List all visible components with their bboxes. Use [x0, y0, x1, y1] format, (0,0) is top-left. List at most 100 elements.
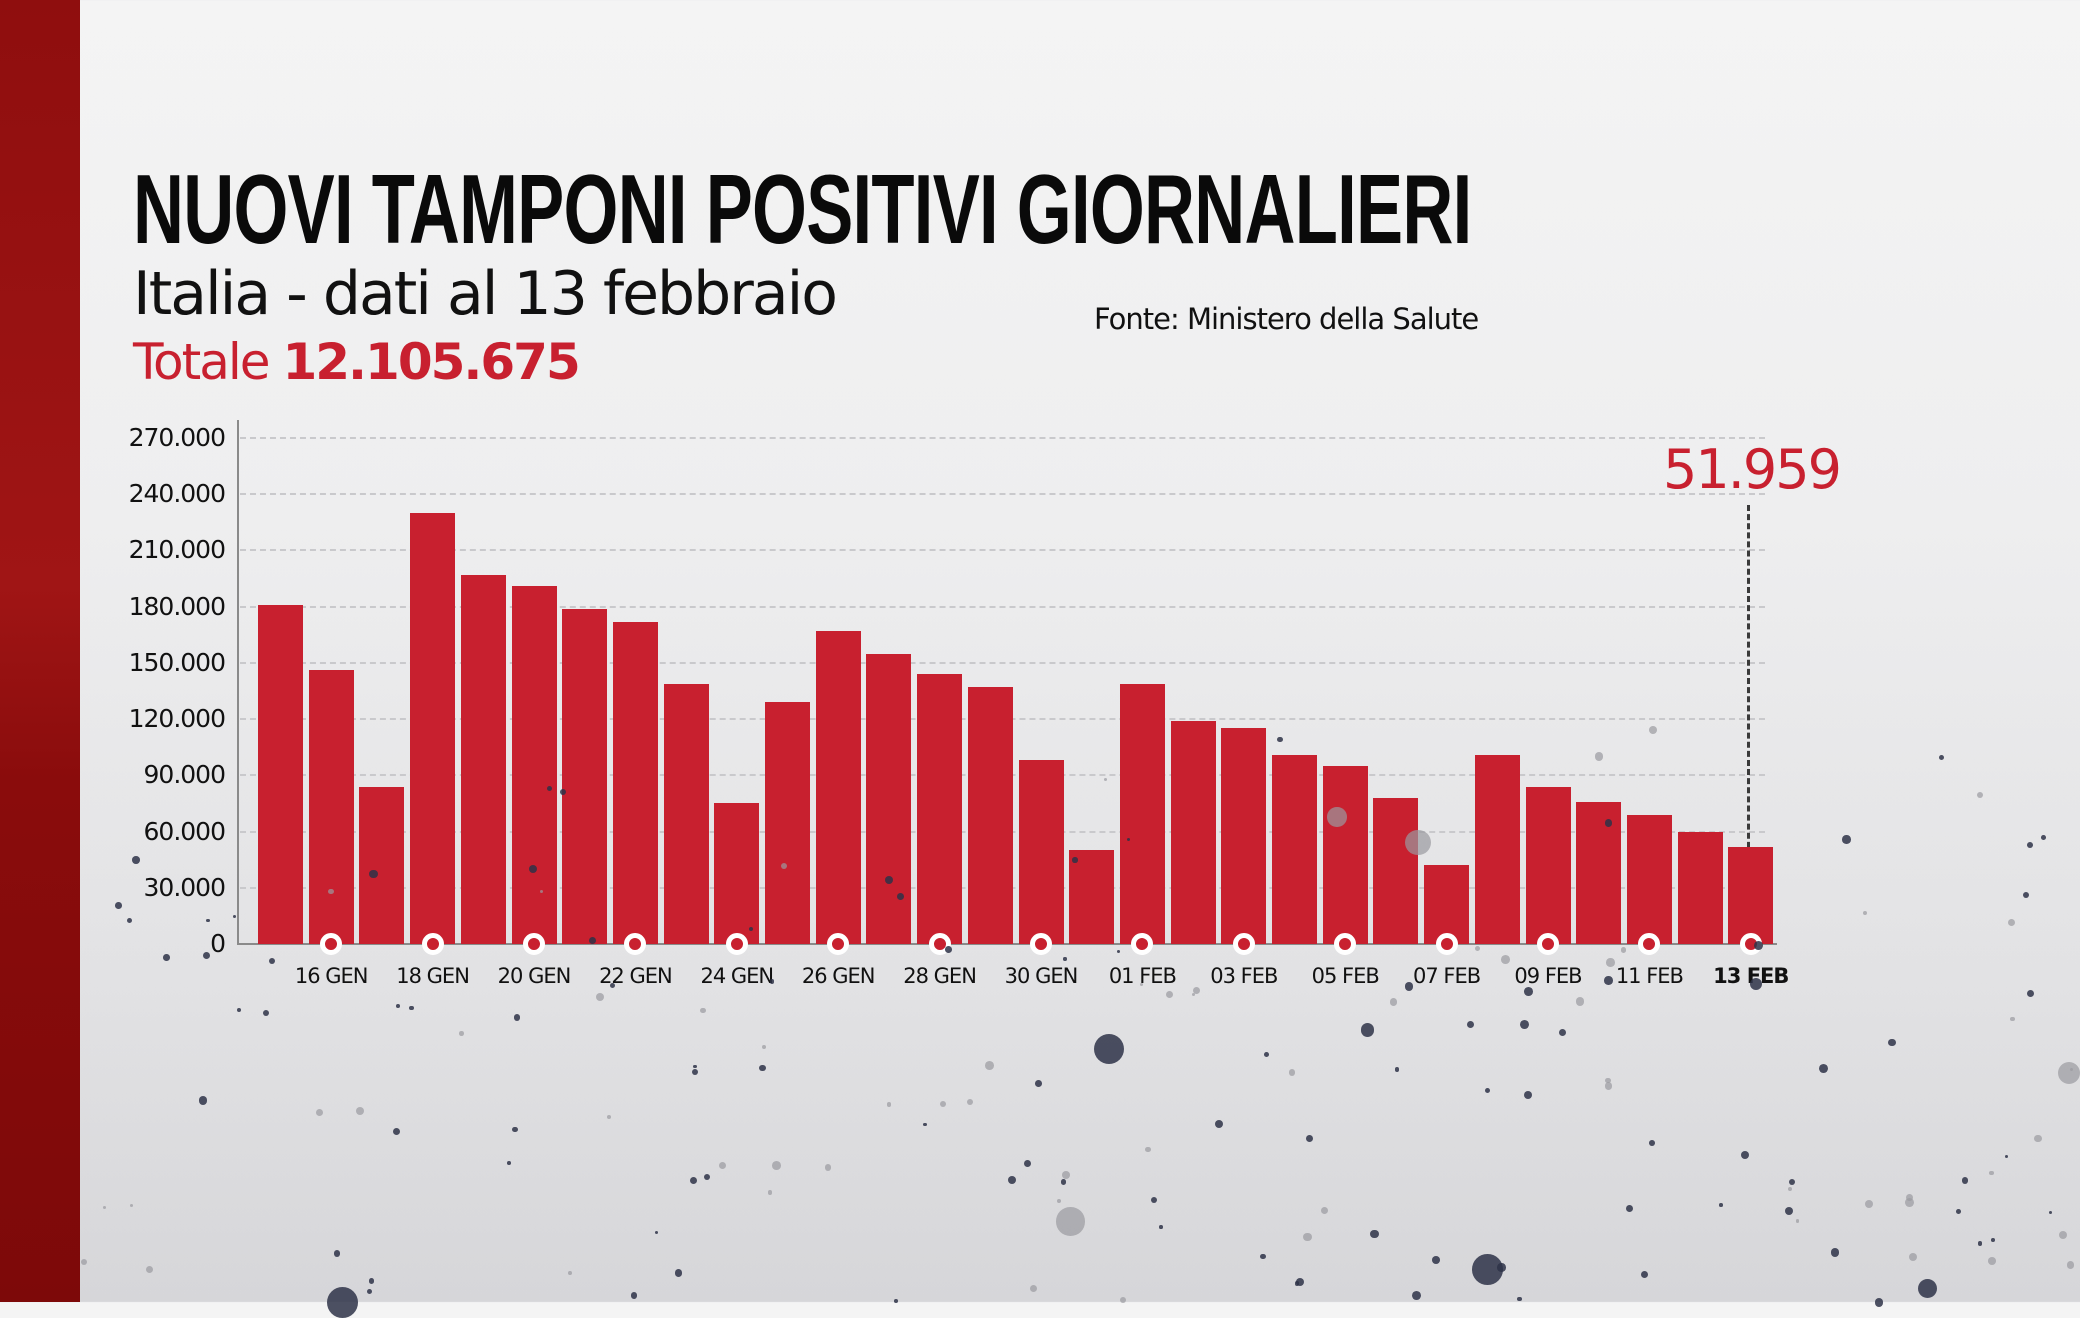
speckle-dot — [327, 1287, 358, 1318]
speckle-dot — [1485, 1088, 1490, 1093]
speckle-dot — [894, 1299, 898, 1303]
speckle-dot — [560, 789, 566, 795]
date-marker-icon — [1233, 933, 1255, 955]
speckle-dot — [1024, 1160, 1031, 1167]
gridline — [240, 549, 1765, 551]
speckle-dot — [759, 1065, 766, 1072]
speckle-dot — [1595, 752, 1603, 760]
speckle-dot — [369, 1278, 375, 1284]
date-marker-icon — [422, 933, 444, 955]
speckle-dot — [1475, 946, 1480, 951]
speckle-dot — [1524, 1091, 1532, 1099]
speckle-dot — [1649, 1140, 1655, 1146]
speckle-dot — [514, 1014, 520, 1020]
speckle-dot — [1145, 1147, 1150, 1152]
speckle-dot — [2034, 1135, 2041, 1142]
speckle-dot — [130, 1204, 133, 1207]
speckle-dot — [2027, 990, 2034, 997]
speckle-dot — [1432, 1256, 1440, 1264]
speckle-dot — [1719, 1203, 1723, 1207]
speckle-dot — [1819, 1064, 1828, 1073]
speckle-dot — [1035, 1080, 1042, 1087]
speckle-dot — [1501, 955, 1510, 964]
bar — [714, 803, 759, 944]
speckle-dot — [269, 958, 275, 964]
bar — [1627, 815, 1672, 944]
bar — [1272, 755, 1317, 944]
speckle-dot — [2010, 1017, 2014, 1021]
speckle-dot — [887, 1102, 891, 1106]
speckle-dot — [1260, 1254, 1265, 1259]
speckle-dot — [1962, 1177, 1969, 1184]
speckle-dot — [1120, 1297, 1126, 1303]
bar — [1576, 802, 1621, 944]
speckle-dot — [1524, 987, 1533, 996]
speckle-dot — [923, 1123, 926, 1126]
bar — [1373, 798, 1418, 944]
y-tick-label: 60.000 — [105, 819, 225, 845]
speckle-dot — [772, 1161, 781, 1170]
speckle-dot — [1741, 1151, 1749, 1159]
y-tick-label: 120.000 — [105, 706, 225, 732]
bar — [1221, 728, 1266, 944]
y-axis — [237, 420, 239, 945]
speckle-dot — [1576, 997, 1585, 1006]
speckle-dot — [770, 979, 774, 983]
bar — [613, 622, 658, 944]
bar — [1475, 755, 1520, 944]
speckle-dot — [704, 1174, 710, 1180]
y-tick-label: 240.000 — [105, 481, 225, 507]
bar — [512, 586, 557, 944]
speckle-dot — [1405, 982, 1413, 990]
speckle-dot — [1390, 998, 1397, 1005]
speckle-dot — [529, 865, 537, 873]
date-marker-icon — [1537, 933, 1559, 955]
speckle-dot — [115, 902, 122, 909]
speckle-dot — [768, 1190, 773, 1195]
speckle-dot — [163, 954, 170, 961]
speckle-dot — [1072, 857, 1077, 862]
speckle-dot — [1361, 1023, 1375, 1037]
bar — [562, 609, 607, 944]
speckle-dot — [1604, 976, 1613, 985]
speckle-dot — [1918, 1279, 1937, 1298]
speckle-dot — [1605, 819, 1612, 826]
y-tick-label: 270.000 — [105, 425, 225, 451]
speckle-dot — [1831, 1248, 1839, 1256]
speckle-dot — [1497, 1263, 1506, 1272]
speckle-dot — [1649, 726, 1657, 734]
speckle-dot — [719, 1162, 726, 1169]
date-marker-icon — [1436, 933, 1458, 955]
speckle-dot — [1062, 1171, 1070, 1179]
speckle-dot — [1289, 1069, 1296, 1076]
y-tick-label: 210.000 — [105, 537, 225, 563]
date-marker-icon — [523, 933, 545, 955]
speckle-dot — [2023, 892, 2029, 898]
date-marker-icon — [1334, 933, 1356, 955]
speckle-dot — [2041, 835, 2046, 840]
y-tick-label: 90.000 — [105, 762, 225, 788]
speckle-dot — [1395, 1067, 1399, 1071]
speckle-dot — [2008, 919, 2015, 926]
date-marker-icon — [827, 933, 849, 955]
speckle-dot — [146, 1266, 153, 1273]
speckle-dot — [206, 919, 209, 922]
speckle-dot — [1104, 778, 1107, 781]
callout-dashed-line — [1747, 505, 1750, 857]
bar — [309, 670, 354, 944]
date-marker-icon — [1030, 933, 1052, 955]
bar — [1728, 847, 1773, 944]
speckle-dot — [1405, 830, 1430, 855]
bar — [968, 687, 1013, 944]
bar — [765, 702, 810, 944]
speckle-dot — [1906, 1194, 1913, 1201]
speckle-dot — [459, 1031, 464, 1036]
speckle-dot — [1754, 941, 1763, 950]
speckle-dot — [1193, 987, 1200, 994]
speckle-dot — [409, 1006, 414, 1011]
speckle-dot — [1306, 1135, 1313, 1142]
speckle-dot — [1606, 958, 1615, 967]
bar — [359, 787, 404, 944]
speckle-dot — [1520, 1020, 1529, 1029]
